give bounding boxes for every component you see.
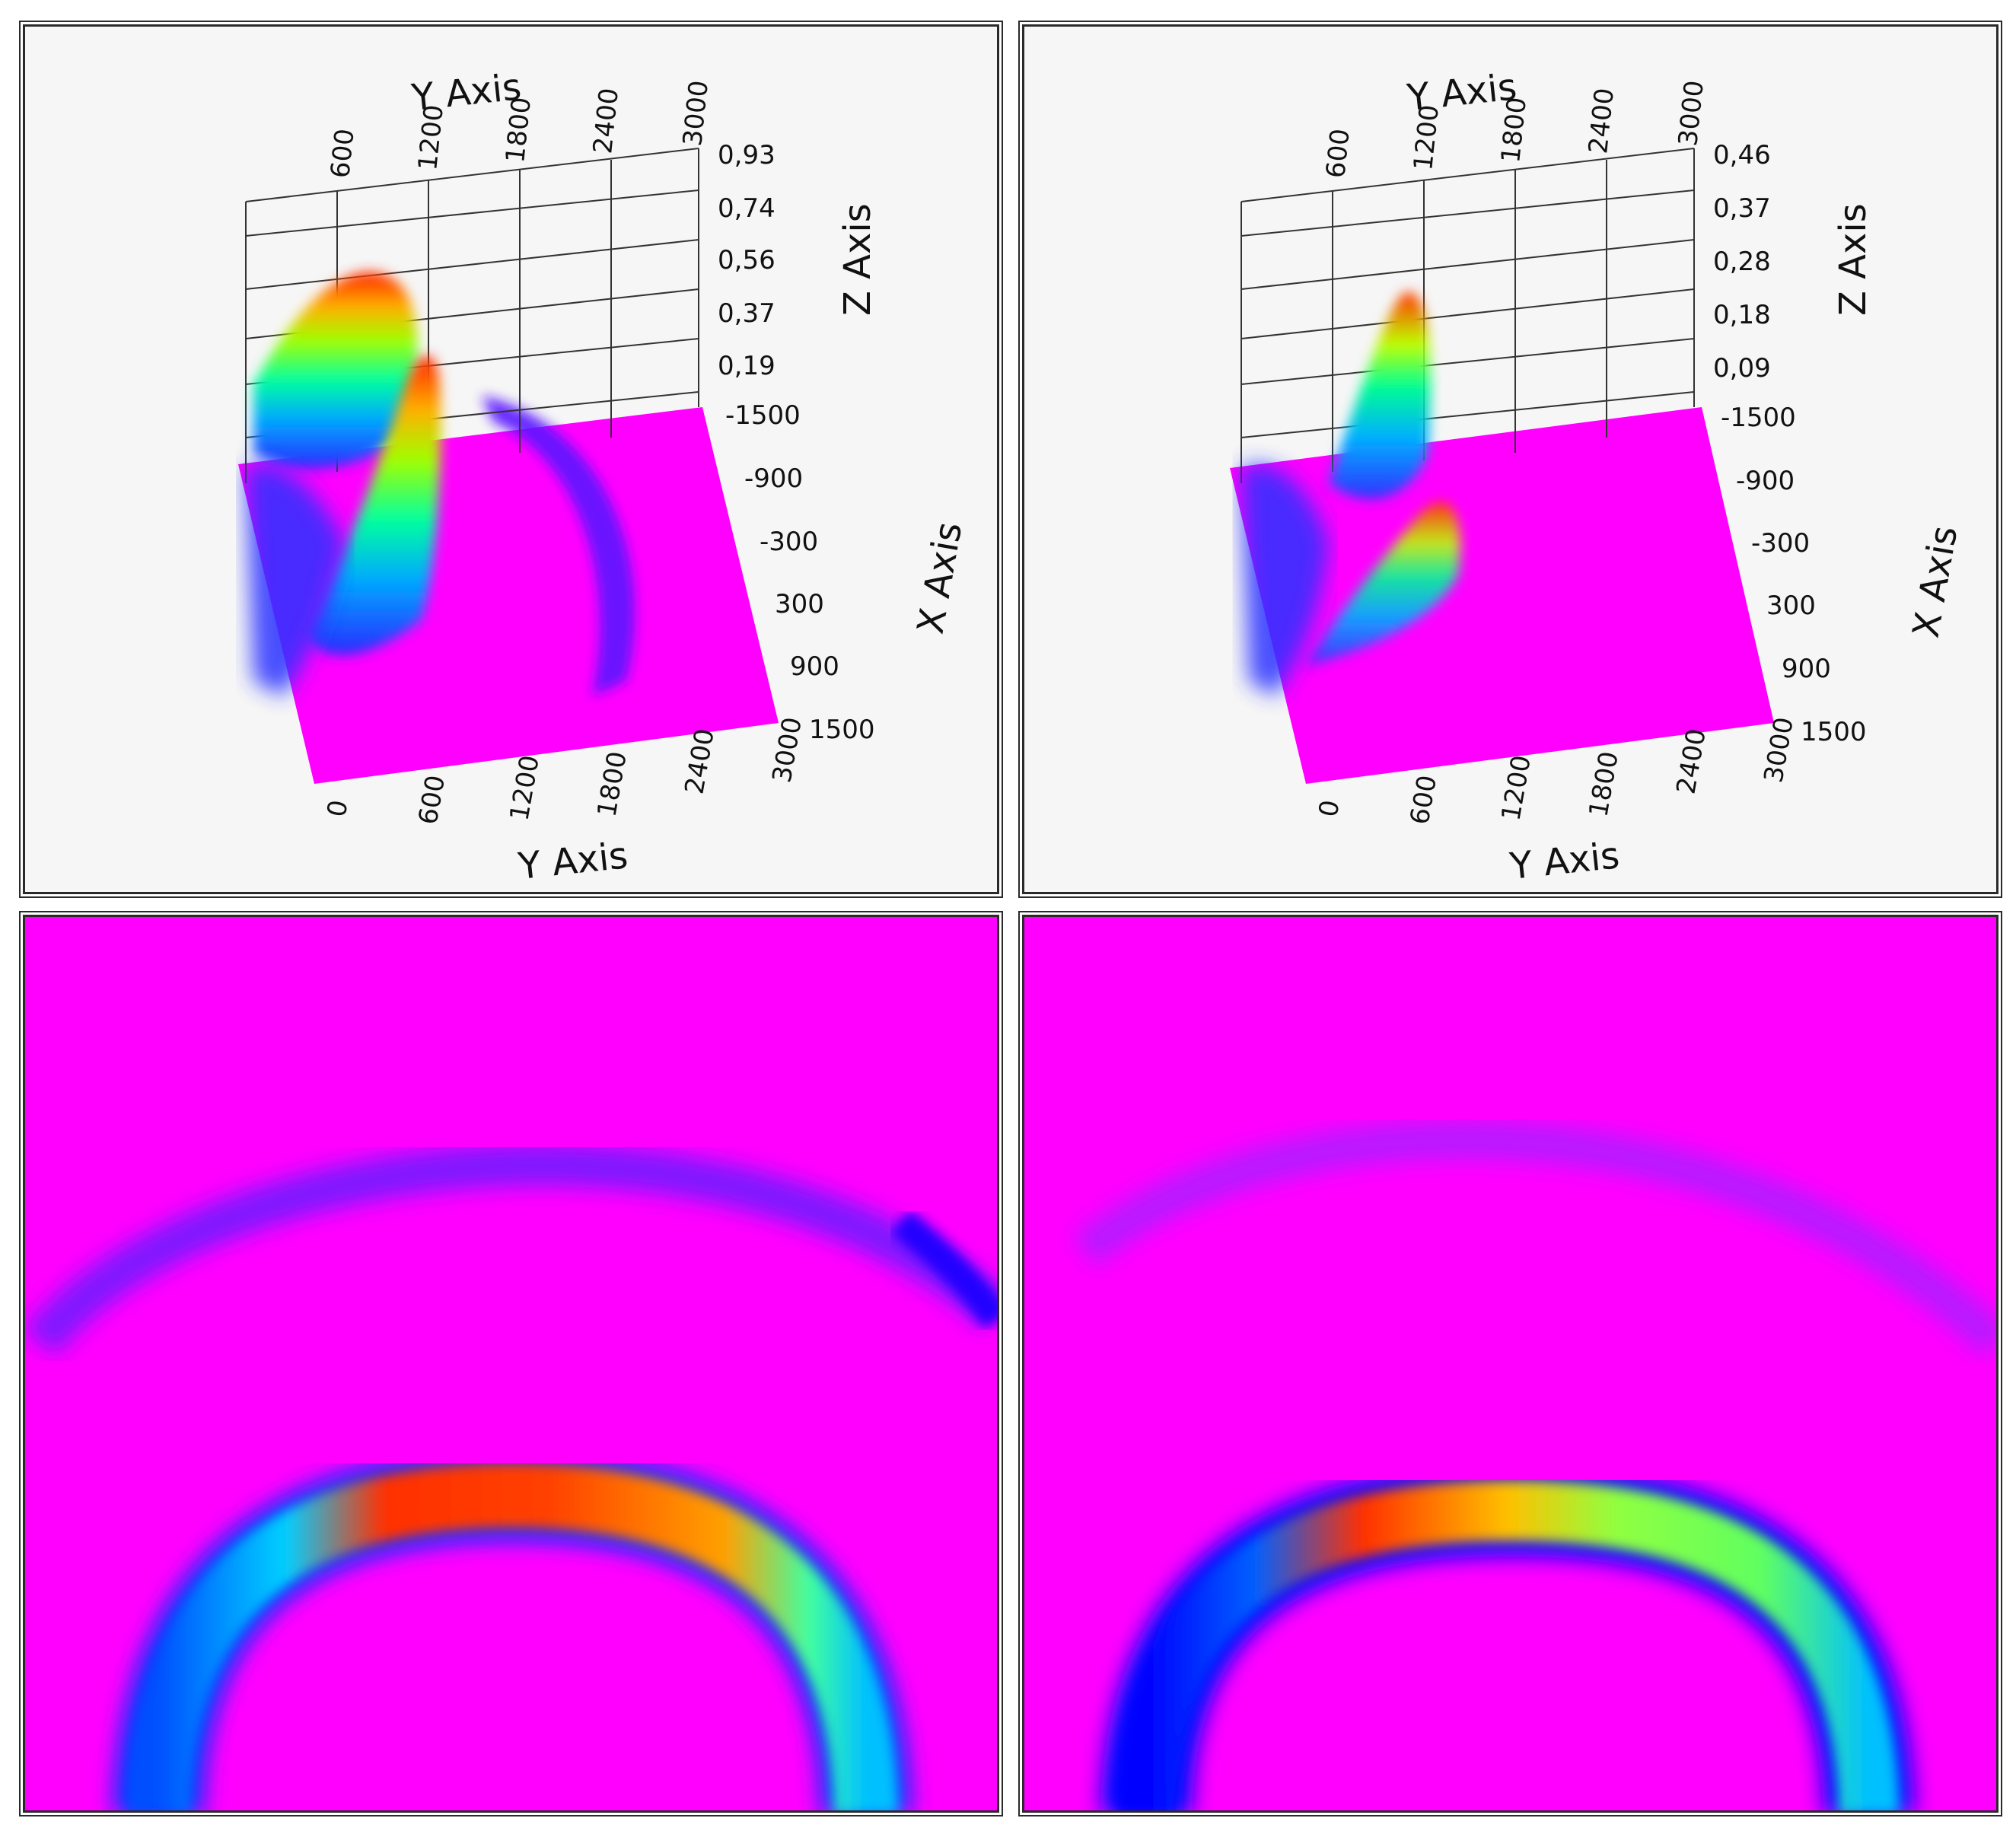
y-bottom-tick: 3000 bbox=[766, 715, 807, 785]
z-axis-ticks: 0,93 0,74 0,56 0,37 0,19 bbox=[718, 140, 776, 381]
y-bottom-tick: 600 bbox=[1404, 773, 1443, 827]
y-top-tick: 3000 bbox=[1673, 79, 1710, 148]
y-bottom-tick: 0 bbox=[1313, 798, 1346, 819]
surface-plot-1-svg: 0,93 0,74 0,56 0,37 0,19 Z Axis -1500 -9… bbox=[238, 65, 971, 888]
x-tick: -300 bbox=[760, 527, 818, 557]
x-tick: -900 bbox=[744, 463, 803, 494]
z-tick: 0,37 bbox=[718, 298, 776, 329]
heatmap-1 bbox=[19, 911, 1003, 1816]
x-tick: 1500 bbox=[809, 715, 875, 745]
rear-peak bbox=[253, 272, 418, 469]
y-top-tick: 2400 bbox=[588, 87, 625, 155]
inner-ring-core bbox=[1116, 1479, 1900, 1810]
y-bottom-tick: 3000 bbox=[1758, 715, 1799, 785]
y-bottom-tick: 600 bbox=[412, 773, 451, 827]
heatmap-1-svg bbox=[25, 917, 997, 1810]
y-bottom-tick: 1200 bbox=[504, 753, 545, 823]
heatmap-2-svg bbox=[1024, 917, 1996, 1810]
z-tick: 0,09 bbox=[1713, 353, 1771, 384]
z-axis-title: Z Axis bbox=[836, 203, 879, 316]
x-axis-ticks: -1500 -900 -300 300 900 1500 bbox=[1721, 403, 1867, 747]
x-tick: 300 bbox=[775, 589, 824, 619]
z-tick: 0,37 bbox=[1713, 193, 1771, 224]
inner-ring-core bbox=[126, 1463, 899, 1810]
base-plane bbox=[1230, 407, 1774, 784]
z-tick: 0,93 bbox=[718, 140, 776, 170]
x-axis-title: X Axis bbox=[1905, 523, 1967, 641]
surface-plot-2-svg: 0,46 0,37 0,28 0,18 0,09 Z Axis -1500 -9… bbox=[1230, 65, 1967, 888]
y-axis-top-ticks: 600 1200 1800 2400 3000 bbox=[1320, 79, 1710, 180]
z-axis-ticks: 0,46 0,37 0,28 0,18 0,09 bbox=[1713, 140, 1771, 384]
outer-wave-ring bbox=[25, 1144, 997, 1356]
y-bottom-tick: 1800 bbox=[591, 749, 632, 819]
outer-wave-edge bbox=[890, 1209, 997, 1329]
main-peak bbox=[1329, 292, 1431, 499]
y-bottom-tick: 1200 bbox=[1495, 753, 1537, 823]
z-tick: 0,74 bbox=[718, 193, 776, 224]
y-top-tick: 1800 bbox=[1495, 96, 1533, 164]
x-tick: 900 bbox=[790, 651, 839, 682]
surface-plot-1: 0,93 0,74 0,56 0,37 0,19 Z Axis -1500 -9… bbox=[19, 21, 1003, 898]
x-tick: 1500 bbox=[1801, 717, 1867, 747]
y-top-tick: 2400 bbox=[1583, 87, 1620, 155]
y-axis-top-ticks: 600 1200 1800 2400 3000 bbox=[325, 79, 715, 180]
x-tick: -1500 bbox=[725, 400, 801, 431]
z-axis-title: Z Axis bbox=[1832, 203, 1874, 316]
y-bottom-tick: 1800 bbox=[1583, 749, 1624, 819]
front-peak bbox=[307, 355, 441, 656]
y-top-tick: 600 bbox=[1320, 127, 1356, 180]
z-tick: 0,18 bbox=[1713, 300, 1771, 330]
x-axis-ticks: -1500 -900 -300 300 900 1500 bbox=[725, 400, 875, 745]
x-axis-title: X Axis bbox=[909, 519, 971, 637]
y-top-tick: 600 bbox=[325, 127, 361, 180]
ring-base bbox=[246, 464, 345, 696]
surface-plot-2: 0,46 0,37 0,28 0,18 0,09 Z Axis -1500 -9… bbox=[1018, 21, 2002, 898]
ring-base bbox=[1241, 464, 1329, 696]
x-tick: -300 bbox=[1751, 528, 1810, 559]
outer-wave-ring bbox=[1072, 1120, 1996, 1358]
y-bottom-tick: 2400 bbox=[1670, 726, 1712, 796]
outer-ring-wave bbox=[482, 396, 635, 696]
x-tick: 900 bbox=[1782, 654, 1831, 684]
z-tick: 0,28 bbox=[1713, 247, 1771, 277]
y-bottom-tick: 0 bbox=[321, 798, 354, 819]
y-axis-bottom-title: Y Axis bbox=[1507, 834, 1621, 888]
y-top-tick: 3000 bbox=[677, 79, 715, 148]
x-tick: -1500 bbox=[1721, 403, 1796, 433]
x-tick: -900 bbox=[1736, 466, 1795, 496]
y-bottom-tick: 2400 bbox=[679, 726, 720, 796]
y-top-tick: 1200 bbox=[412, 103, 450, 172]
y-top-tick: 1800 bbox=[500, 96, 537, 164]
heatmap-2 bbox=[1018, 911, 2002, 1816]
front-ridge bbox=[1306, 501, 1460, 666]
z-tick: 0,46 bbox=[1713, 140, 1771, 170]
x-tick: 300 bbox=[1766, 591, 1816, 621]
y-top-tick: 1200 bbox=[1408, 103, 1445, 172]
z-tick: 0,19 bbox=[718, 351, 776, 381]
y-axis-bottom-title: Y Axis bbox=[515, 834, 629, 888]
z-tick: 0,56 bbox=[718, 245, 776, 275]
